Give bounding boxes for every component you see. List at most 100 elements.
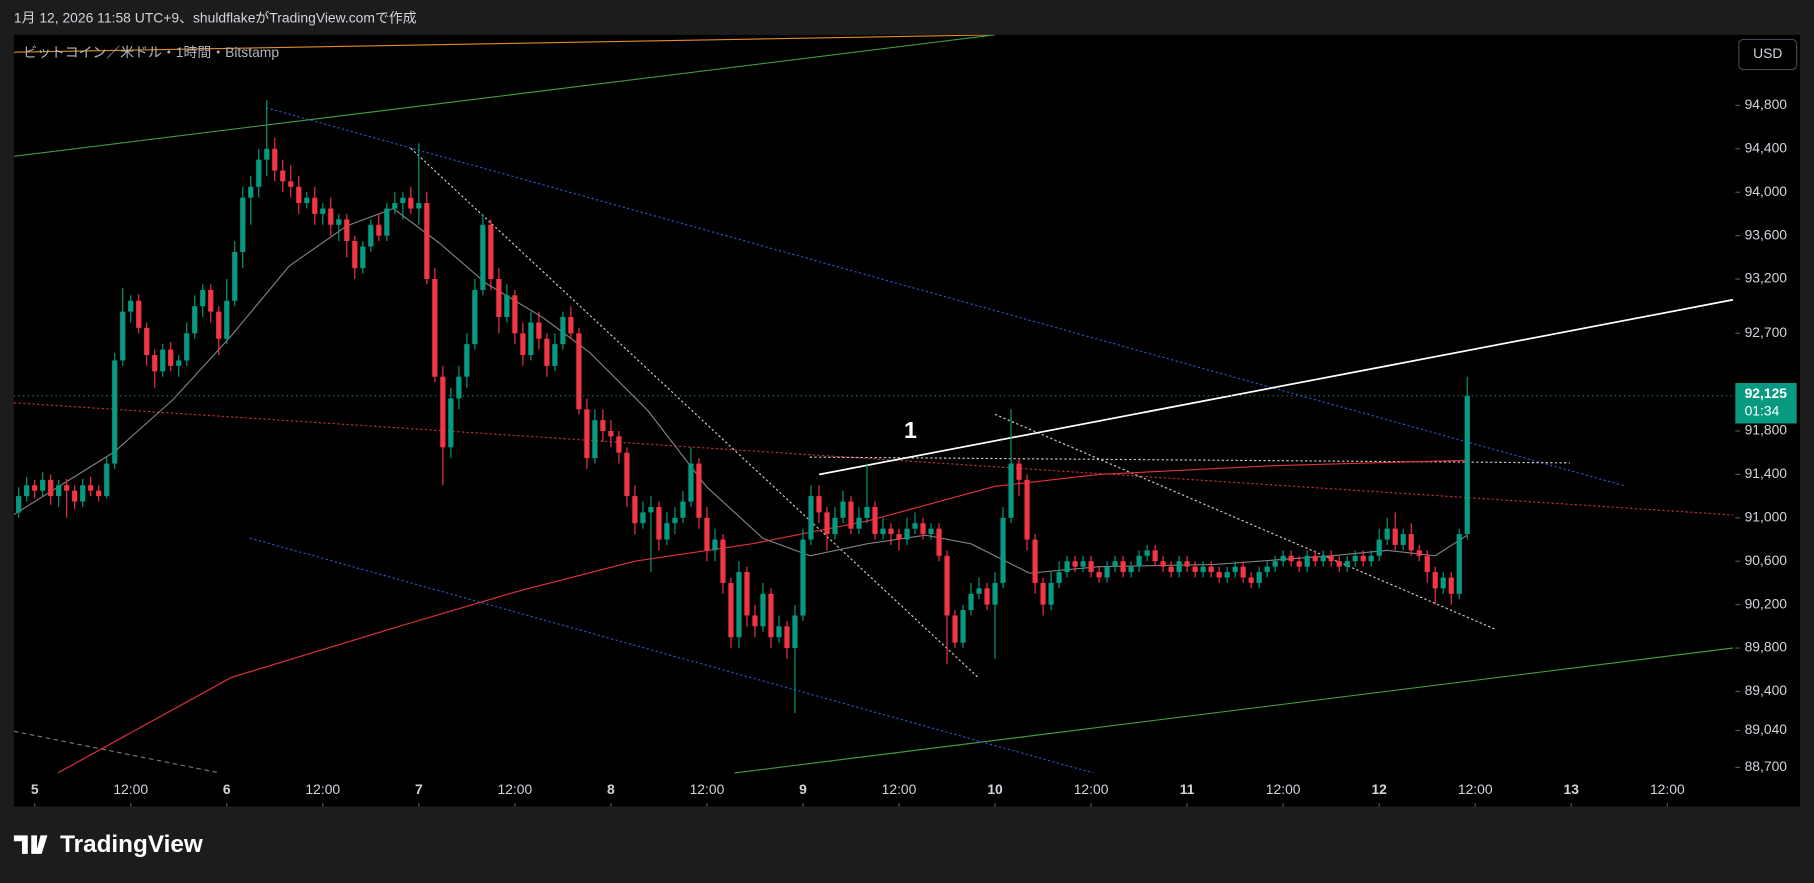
candle-body: [1400, 534, 1406, 545]
candle-body: [520, 333, 526, 356]
y-tick-label: 94,800: [1745, 96, 1788, 112]
series-layer: [13, 99, 1470, 774]
candle-body: [568, 317, 574, 334]
y-tick-label: 89,800: [1745, 639, 1788, 655]
candle-body: [1056, 572, 1062, 583]
candle-body: [336, 219, 342, 225]
trend-line: [13, 34, 995, 157]
candle-body: [640, 512, 646, 524]
candle-body: [1280, 555, 1286, 562]
candle-body: [56, 485, 62, 497]
candle-body: [1016, 463, 1022, 480]
candle-body: [1160, 561, 1166, 567]
logo: TradingView: [13, 831, 203, 858]
candle-body: [360, 246, 366, 269]
candle-body: [928, 528, 934, 535]
candle-body: [784, 626, 790, 649]
moving-average: [13, 207, 1468, 574]
candle-body: [1072, 561, 1078, 567]
candle-body: [400, 197, 406, 204]
candle-body: [1064, 561, 1070, 573]
candle-body: [824, 512, 830, 535]
candle-body: [648, 506, 654, 513]
candle-body: [184, 333, 190, 361]
candle-body: [240, 197, 246, 252]
candle-body: [848, 501, 854, 529]
y-tick-label: 94,400: [1745, 139, 1788, 155]
candle-body: [1152, 550, 1158, 562]
candle-body: [656, 506, 662, 540]
candle-body: [1448, 577, 1454, 594]
trend-line: [809, 456, 1570, 464]
candle-body: [1304, 555, 1310, 567]
candle-body: [472, 289, 478, 345]
candle-body: [488, 224, 494, 280]
candle-body: [384, 208, 390, 236]
candle-body: [696, 463, 702, 518]
x-tick-label: 12:00: [1458, 781, 1493, 797]
candle-body: [976, 588, 982, 594]
candle-body: [160, 349, 166, 372]
candle-body: [1344, 561, 1350, 567]
candle-body: [408, 197, 414, 209]
candle-body: [128, 300, 134, 312]
candle-body: [1024, 479, 1030, 540]
candle-body: [680, 501, 686, 518]
candle-body: [776, 626, 782, 638]
drawings: [13, 34, 1734, 774]
candle-body: [880, 528, 886, 535]
currency-button[interactable]: [1738, 38, 1798, 71]
candle-body: [1032, 539, 1038, 583]
candle-body: [96, 490, 102, 497]
candle-body: [984, 588, 990, 605]
candle-body: [1272, 561, 1278, 567]
candle-body: [1000, 517, 1006, 583]
candle-body: [624, 452, 630, 497]
candle-body: [1368, 555, 1374, 562]
y-tick-label: 93,200: [1745, 270, 1788, 286]
candle-body: [352, 241, 358, 269]
x-tick-label: 8: [607, 781, 615, 797]
candle-body: [736, 572, 742, 638]
candle-body: [424, 203, 430, 280]
candle-body: [496, 279, 502, 318]
candle-body: [264, 148, 270, 160]
candle-body: [272, 148, 278, 171]
moving-average: [57, 459, 1468, 774]
x-tick-label: 12: [1371, 781, 1387, 797]
candle-body: [616, 436, 622, 453]
candle-body: [48, 479, 54, 497]
candle-body: [1112, 561, 1118, 567]
symbol-title: ビットコイン／米ドル・1時間・Bitstamp: [23, 44, 279, 60]
candle-body: [728, 582, 734, 638]
candle-body: [288, 181, 294, 187]
candle-body: [440, 376, 446, 448]
candle-body: [200, 289, 206, 307]
candle-body: [376, 224, 382, 236]
candle-body: [672, 517, 678, 524]
candle-body: [80, 485, 86, 502]
candle-body: [688, 463, 694, 502]
annotation: 1: [904, 417, 917, 443]
y-tick-label: 91,400: [1745, 465, 1788, 481]
x-tick-label: 10: [987, 781, 1003, 797]
candle-body: [1080, 561, 1086, 567]
y-tick-label: 90,600: [1745, 552, 1788, 568]
candle-body: [32, 485, 38, 491]
candle-body: [1232, 566, 1238, 573]
candle-body: [1208, 566, 1214, 573]
price-label-box: [1735, 382, 1797, 424]
candle-body: [1120, 561, 1126, 573]
trend-line: [734, 647, 1734, 774]
candle-body: [1144, 550, 1150, 556]
candle-body: [24, 485, 30, 497]
candle-body: [1464, 395, 1470, 535]
candle-body: [1456, 534, 1462, 594]
candle-body: [552, 344, 558, 366]
candle-body: [208, 289, 214, 312]
candle-body: [816, 496, 822, 513]
x-tick-label: 9: [799, 781, 807, 797]
y-tick-label: 89,040: [1745, 721, 1788, 737]
candle-body: [560, 317, 566, 345]
currency[interactable]: USD: [1753, 45, 1782, 61]
